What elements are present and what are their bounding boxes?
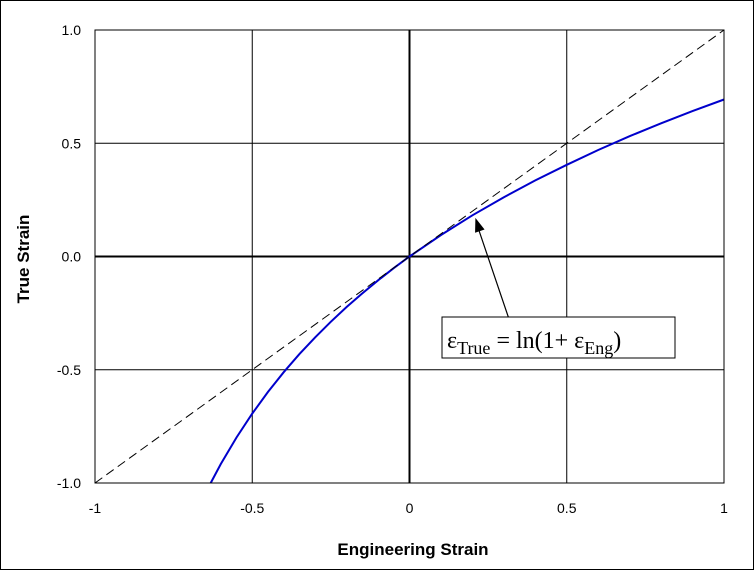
x-tick-label-4: 1: [720, 500, 728, 516]
y-tick-label-3: 0.5: [62, 135, 82, 151]
epsilon-symbol-2: ε: [574, 328, 584, 354]
tick-labels: -1 -0.5 0 0.5 1 -1.0 -0.5 0.0 0.5 1.0: [57, 22, 728, 516]
y-tick-label-0: -1.0: [57, 475, 81, 491]
subscript-eng: Eng: [584, 338, 613, 358]
x-tick-label-3: 0.5: [557, 500, 577, 516]
true-strain-curve: [209, 98, 725, 484]
x-tick-label-2: 0: [406, 500, 414, 516]
epsilon-symbol: ε: [447, 328, 457, 354]
y-axis-title: True Strain: [14, 215, 33, 304]
series-layer: [94, 29, 725, 484]
y-tick-label-1: -0.5: [57, 362, 81, 378]
dashed-reference-line: [94, 29, 725, 484]
y-tick-label-4: 1.0: [62, 22, 82, 38]
formula-box: [441, 316, 676, 359]
x-axis-title: Engineering Strain: [337, 540, 488, 559]
formula-annotation: εTrue = ln(1+ εEng): [441, 217, 676, 359]
arrow-head: [475, 217, 485, 233]
x-tick-label-0: -1: [89, 500, 102, 516]
formula-text: εTrue = ln(1+ εEng): [447, 328, 621, 358]
plot-area-border: [94, 29, 725, 484]
subscript-true: True: [457, 338, 490, 358]
formula-equals-ln: = ln(1+: [490, 328, 574, 354]
x-tick-label-1: -0.5: [240, 500, 264, 516]
y-tick-label-2: 0.0: [62, 249, 82, 265]
formula-close-paren: ): [613, 328, 621, 354]
arrow-line: [476, 225, 510, 320]
